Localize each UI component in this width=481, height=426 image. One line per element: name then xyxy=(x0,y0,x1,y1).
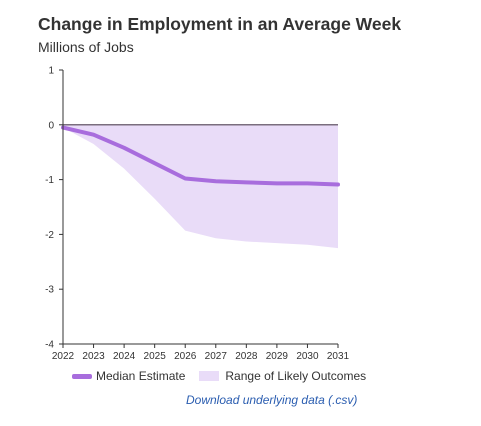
x-tick-label: 2026 xyxy=(174,351,197,362)
x-tick-label: 2031 xyxy=(327,351,350,362)
legend-item-range: Range of Likely Outcomes xyxy=(199,369,366,383)
median-estimate-line xyxy=(61,125,340,187)
legend-item-median: Median Estimate xyxy=(72,369,185,383)
x-tick-label: 2025 xyxy=(144,351,167,362)
y-tick-label: -4 xyxy=(45,340,54,351)
download-data-link[interactable]: Download underlying data (.csv) xyxy=(186,393,358,407)
range-swatch xyxy=(199,371,220,381)
range-of-likely-outcomes-area xyxy=(63,124,338,249)
legend-label-median: Median Estimate xyxy=(96,369,186,383)
legend-label-range: Range of Likely Outcomes xyxy=(225,369,367,383)
x-tick-label: 2022 xyxy=(52,351,75,362)
y-tick-label: -1 xyxy=(45,175,54,186)
x-axis-ticks: 2022 2023 2024 2025 2026 2027 2028 2029 2030 2031 xyxy=(52,344,350,362)
x-tick-label: 2023 xyxy=(82,351,105,362)
chart-legend: Median Estimate Range of Likely Outcomes xyxy=(72,369,380,383)
y-tick-label: -3 xyxy=(45,285,54,296)
y-tick-label: 1 xyxy=(48,66,54,77)
x-tick-label: 2027 xyxy=(205,351,228,362)
y-tick-label: -2 xyxy=(45,230,54,241)
y-tick-label: 0 xyxy=(48,120,54,131)
y-axis-ticks: 1 0 -1 -2 -3 -4 xyxy=(45,66,63,351)
median-estimate-swatch xyxy=(72,373,92,379)
chart-title: Change in Employment in an Average Week xyxy=(38,14,402,34)
x-tick-label: 2029 xyxy=(266,351,289,362)
x-tick-label: 2028 xyxy=(235,351,258,362)
x-tick-label: 2024 xyxy=(113,351,136,362)
x-tick-label: 2030 xyxy=(296,351,319,362)
chart-subtitle: Millions of Jobs xyxy=(38,39,134,55)
